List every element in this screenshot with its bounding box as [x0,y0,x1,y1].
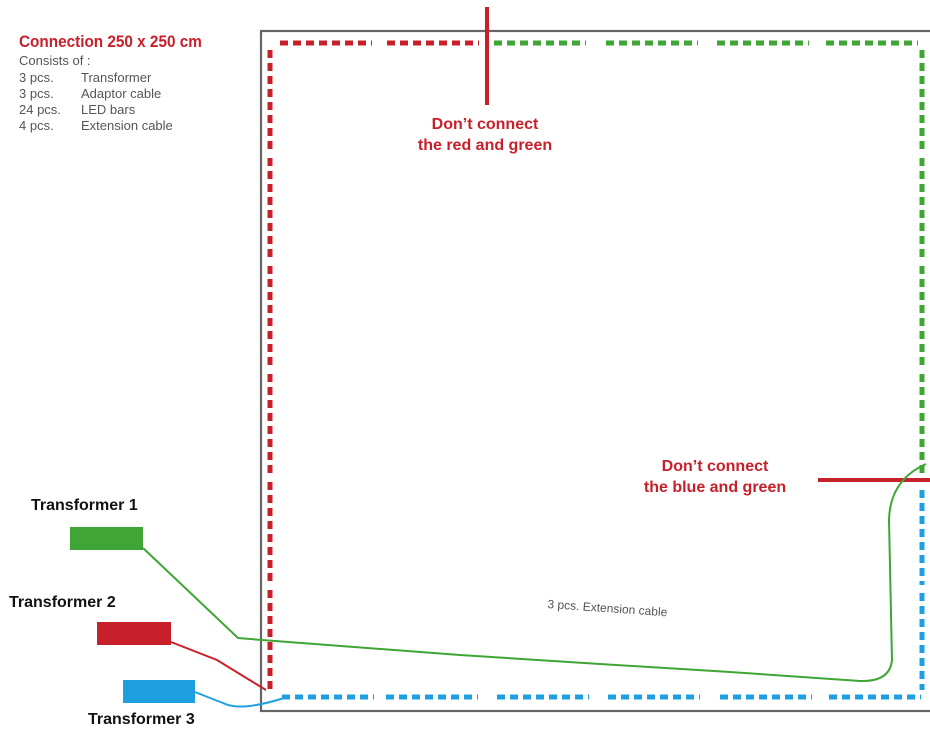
consists-of-label: Consists of : [19,53,91,68]
connection-title: Connection 250 x 250 cm [19,32,202,51]
warning-line: the blue and green [643,479,787,496]
extension-cable-green [142,463,927,683]
adaptor-cable-blue [194,691,285,708]
part-row: 3 pcs. Transformer [19,70,173,86]
part-row: 3 pcs. Adaptor cable [19,86,173,102]
transformer-3-label: Transformer 3 [88,711,195,728]
warning-line: the red and green [417,137,553,154]
transformer-2-box [97,622,171,645]
transformer-1-box [70,527,143,550]
part-item: LED bars [81,102,136,117]
warning-red-green: Don’t connect the red and green [385,114,585,156]
transformer-1-label: Transformer 1 [31,497,138,514]
transformer-2-label: Transformer 2 [9,594,116,611]
part-row: 4 pcs. Extension cable [19,118,173,134]
transformer-3-box [123,680,195,703]
part-qty: 24 pcs. [19,102,61,117]
part-row: 24 pcs. LED bars [19,102,173,118]
warning-line: Don’t connect [661,458,769,475]
adaptor-cable-red [170,641,267,691]
part-item: Transformer [81,70,152,85]
led-bars [267,40,925,700]
part-qty: 4 pcs. [19,118,54,133]
warning-line: Don’t connect [431,116,539,133]
warning-blue-green: Don’t connect the blue and green [615,456,815,498]
frame [259,29,930,713]
part-item: Extension cable [81,118,173,133]
part-qty: 3 pcs. [19,86,54,101]
parts-list: 3 pcs. Transformer 3 pcs. Adaptor cable 24… [19,70,173,134]
part-qty: 3 pcs. [19,70,54,85]
part-item: Adaptor cable [81,86,162,101]
